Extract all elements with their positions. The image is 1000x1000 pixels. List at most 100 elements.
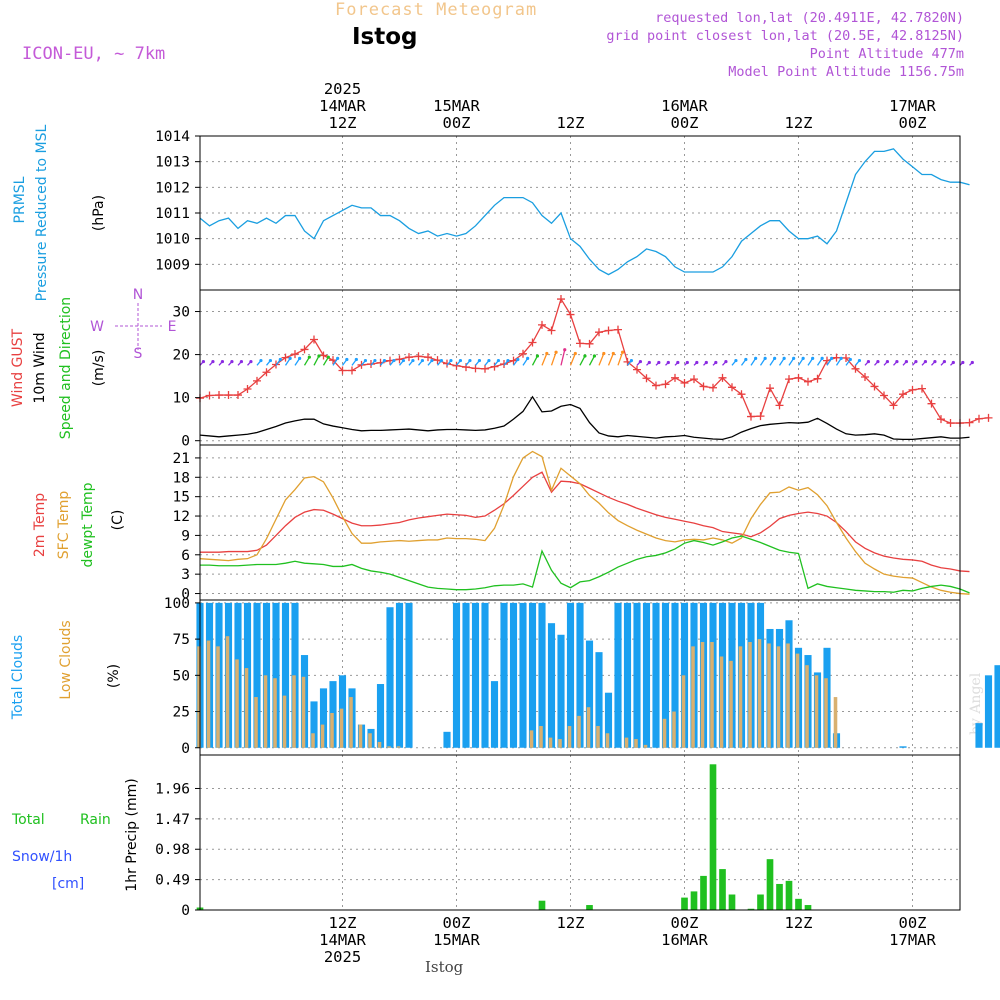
wind-label-direction: Speed and Direction	[58, 297, 74, 439]
total-cloud-bar	[661, 602, 670, 748]
temp-label-dewpt: dewpt Temp	[80, 482, 96, 567]
wind-arrow-head	[961, 360, 965, 365]
y-tick-label: 75	[173, 632, 190, 648]
low-cloud-bar	[368, 733, 372, 748]
wind-arrow-head	[638, 359, 643, 364]
model-point-altitude: Model Point Altitude 1156.75m	[728, 64, 964, 80]
wind-arrow-head	[876, 359, 880, 364]
total-cloud-bar	[585, 640, 594, 748]
low-cloud-bar	[738, 646, 743, 748]
rain-bar	[804, 905, 812, 910]
wind-arrow-head	[487, 358, 491, 363]
low-cloud-bar	[206, 640, 211, 748]
wind-arrow-head	[382, 358, 387, 363]
top-time-label: 2025	[324, 80, 361, 98]
low-cloud-bar	[216, 646, 220, 748]
total-cloud-bar	[509, 602, 518, 748]
compass-n: N	[133, 287, 143, 303]
requested-coords: requested lon,lat (20.4911E, 42.7820N)	[655, 10, 964, 26]
wind-direction-arrow	[579, 355, 586, 366]
wind-arrow-head	[763, 356, 767, 360]
y-tick-label: 100	[164, 596, 190, 612]
wind-gust-marker	[946, 419, 955, 428]
wind-gust-marker	[899, 390, 907, 399]
total-cloud-bar	[595, 652, 603, 748]
pressure-unit: (hPa)	[91, 195, 107, 231]
total-cloud-bar	[281, 602, 290, 748]
top-time-label: 00Z	[899, 114, 927, 132]
wind-arrow-head	[744, 357, 748, 362]
low-cloud-bar	[263, 675, 268, 748]
wind-gust-marker	[424, 353, 432, 362]
y-tick-label: 0	[181, 587, 190, 603]
total-cloud-bar	[633, 602, 641, 748]
wind-arrow-head	[830, 356, 834, 360]
wind-arrow-head	[895, 359, 899, 364]
wind-gust-marker	[215, 391, 223, 400]
wind-arrow-head	[942, 359, 947, 364]
wind-gust-marker	[984, 413, 993, 422]
low-cloud-bar	[700, 642, 705, 748]
low-cloud-bar	[672, 711, 676, 748]
low-cloud-bar	[349, 697, 353, 748]
total-cloud-bar	[253, 602, 261, 748]
y-tick-label: 3	[181, 567, 190, 583]
wind-arrow-head	[201, 359, 206, 364]
low-cloud-bar	[558, 739, 562, 748]
total-cloud-bar	[642, 602, 651, 748]
wind-gust-marker	[842, 354, 850, 363]
clouds-unit: (%)	[106, 664, 122, 688]
wind-gust-marker	[794, 373, 803, 382]
low-cloud-bar	[292, 675, 296, 748]
y-tick-label: 15	[173, 490, 190, 506]
wind-gust-marker	[813, 374, 822, 383]
wind-gust-marker	[367, 360, 375, 369]
y-tick-label: 1014	[155, 129, 190, 145]
low-cloud-bar	[339, 708, 344, 748]
panel-frame-1	[199, 289, 961, 446]
y-tick-label: 50	[173, 668, 190, 684]
wind-gust-marker	[253, 376, 261, 385]
low-cloud-bar	[529, 730, 534, 748]
wind-arrow-head	[288, 356, 292, 360]
wind-arrow-head	[458, 358, 463, 363]
temp-2m-line	[200, 471, 970, 573]
wind-arrow-head	[317, 354, 321, 358]
wind-arrow-head	[545, 351, 549, 356]
wind-gust-marker	[528, 338, 537, 347]
wind-arrow-head	[496, 358, 501, 363]
precip-label-snow: Snow/1h	[12, 849, 72, 865]
low-cloud-bar	[273, 678, 277, 748]
wind-arrow-head	[373, 358, 377, 363]
wind-arrow-head	[629, 358, 634, 363]
wind-gust-marker	[405, 353, 413, 362]
wind-gust-marker	[300, 345, 309, 354]
wind-arrow-head	[239, 359, 244, 364]
wind-gust-marker	[633, 365, 641, 374]
wind-gust-marker	[861, 372, 869, 381]
low-cloud-bar	[748, 642, 752, 748]
total-cloud-bar	[490, 681, 499, 748]
low-cloud-bar	[776, 646, 781, 748]
wind-arrow-head	[734, 358, 738, 363]
y-tick-label: 18	[173, 470, 190, 486]
y-tick-label: 1.96	[155, 781, 190, 797]
wind-direction-arrow	[541, 353, 548, 366]
wind-gust-marker	[576, 339, 584, 348]
wind-arrow-head	[620, 350, 625, 354]
wind-arrow-head	[724, 359, 728, 364]
wind-gust-marker	[471, 364, 480, 373]
wind-gust-marker	[918, 384, 926, 393]
wind-gust-marker	[243, 385, 252, 394]
wind-arrow-head	[801, 356, 805, 360]
wind-arrow-head	[685, 360, 689, 365]
bottom-time-label: 2025	[324, 948, 361, 966]
low-cloud-bar	[254, 697, 258, 748]
wind-gust-marker	[718, 373, 727, 382]
wind-arrow-head	[420, 358, 425, 363]
wind-gust-marker	[889, 401, 898, 410]
low-cloud-bar	[833, 697, 838, 748]
precip-ylabel: 1hr Precip (mm)	[124, 778, 140, 891]
low-cloud-bar	[691, 646, 695, 748]
wind-gust-marker	[680, 379, 689, 387]
